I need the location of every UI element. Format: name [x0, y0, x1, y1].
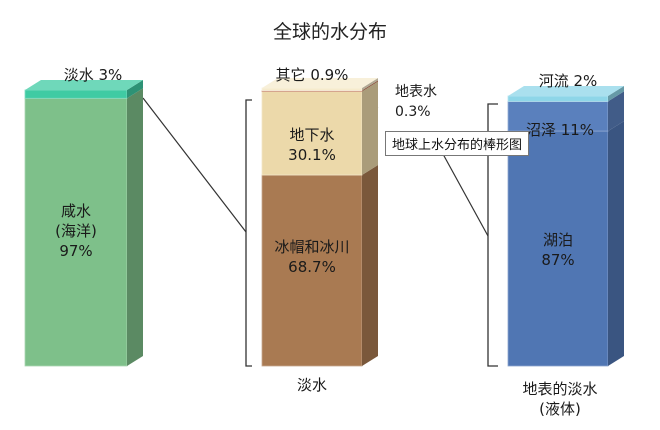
- bracket-freshwater: [245, 99, 252, 367]
- bar-2-segment-4-side: [362, 78, 378, 91]
- bar-1-segment-2-label: 淡水 3%: [64, 66, 123, 84]
- bar-3-segment-3-side: [608, 86, 624, 102]
- bar-3-segment-3: [507, 95, 609, 102]
- bar-3-segment-2-label: 沼泽 11%: [526, 121, 594, 139]
- bar-2-segment-4: [261, 87, 363, 91]
- bar-3-top: [508, 86, 624, 96]
- bar-3-group-label: 地表的淡水(液体): [522, 380, 597, 418]
- tooltip: 地球上水分布的棒形图: [385, 131, 530, 156]
- bar-2-segment-3-side: [362, 80, 378, 92]
- bar-2-segment-1-label: 冰帽和冰川 68.7%: [274, 238, 349, 276]
- bar-3-segment-2-side: [608, 91, 624, 132]
- bar-2-segment-2-label: 地下水 30.1%: [288, 126, 336, 164]
- chart-title: 全球的水分布: [273, 21, 387, 43]
- bar-1-segment-1-label: 咸水(海洋) 97%: [55, 202, 97, 260]
- bar-1-segment-2: [24, 89, 128, 99]
- bar-2-segment-1-side: [362, 165, 378, 366]
- bar-3-segment-3-label: 河流 2%: [539, 72, 598, 90]
- bar-3-segment-1-side: [608, 121, 624, 366]
- bar-1-segment-1-side: [127, 88, 143, 366]
- bar-2-segment-2: [261, 90, 363, 176]
- bar-1-segment-2-side: [127, 80, 143, 99]
- bar-3-segment-1: [507, 130, 609, 367]
- bar-2-segment-2-side: [362, 81, 378, 176]
- bar-1-top: [25, 80, 143, 90]
- bar-2-top: [262, 78, 378, 88]
- bar-1-segment-1: [24, 97, 128, 367]
- bar-2-segment-3-label: 地表水 0.3%: [395, 84, 437, 120]
- bar-3-segment-1-label: 湖泊 87%: [541, 231, 574, 269]
- bar-2-group-label: 淡水: [297, 376, 327, 394]
- bar-2-segment-4-label: 其它 0.9%: [276, 66, 349, 84]
- connector-freshwater: [142, 97, 247, 233]
